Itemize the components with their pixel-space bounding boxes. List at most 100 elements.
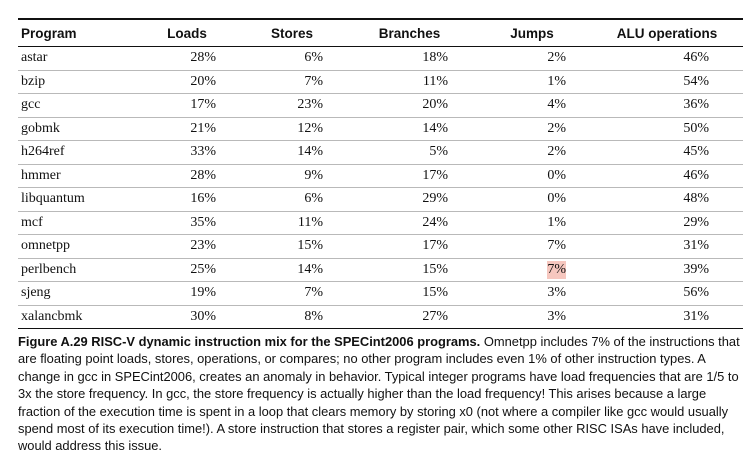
table-row: gobmk 21% 12% 14% 2% 50% <box>18 117 743 141</box>
cell-stores: 9% <box>238 164 346 188</box>
cell-value-branches: 24% <box>422 214 448 230</box>
column-header-jumps: Jumps <box>473 18 591 47</box>
cell-branches: 18% <box>346 46 473 71</box>
instruction-mix-table: Program Loads Stores Branches Jumps ALU … <box>18 18 743 329</box>
column-header-program: Program <box>18 18 136 47</box>
cell-stores: 8% <box>238 305 346 329</box>
cell-value-loads: 17% <box>190 97 216 113</box>
cell-stores: 7% <box>238 281 346 306</box>
cell-value-stores: 9% <box>304 167 323 183</box>
cell-value-jumps: 3% <box>547 308 566 324</box>
cell-value-jumps: 2% <box>547 120 566 136</box>
cell-value-alu-operations: 45% <box>683 144 709 160</box>
cell-stores: 14% <box>238 258 346 282</box>
cell-value-branches: 29% <box>422 191 448 207</box>
cell-value-branches: 27% <box>422 308 448 324</box>
cell-value-alu-operations: 31% <box>683 238 709 254</box>
cell-branches: 20% <box>346 93 473 118</box>
cell-value-jumps: 0% <box>547 167 566 183</box>
cell-alu-operations: 54% <box>591 70 743 94</box>
cell-program: hmmer <box>18 164 136 188</box>
table-row: hmmer 28% 9% 17% 0% 46% <box>18 164 743 188</box>
cell-value-stores: 14% <box>297 144 323 160</box>
cell-value-loads: 28% <box>190 50 216 66</box>
cell-loads: 23% <box>136 234 238 259</box>
cell-jumps: 7% <box>473 258 591 282</box>
cell-loads: 19% <box>136 281 238 306</box>
cell-value-jumps: 0% <box>547 191 566 207</box>
table-header-row: Program Loads Stores Branches Jumps ALU … <box>18 18 743 47</box>
cell-jumps: 3% <box>473 305 591 329</box>
cell-value-branches: 15% <box>422 261 448 277</box>
instruction-mix-table-container: Program Loads Stores Branches Jumps ALU … <box>18 18 743 329</box>
cell-value-branches: 11% <box>422 73 448 89</box>
cell-stores: 12% <box>238 117 346 141</box>
cell-value-stores: 12% <box>297 120 323 136</box>
cell-program: bzip <box>18 70 136 94</box>
cell-loads: 30% <box>136 305 238 329</box>
cell-stores: 14% <box>238 140 346 165</box>
cell-alu-operations: 56% <box>591 281 743 306</box>
cell-branches: 14% <box>346 117 473 141</box>
cell-value-alu-operations: 29% <box>683 214 709 230</box>
cell-program: libquantum <box>18 187 136 212</box>
cell-alu-operations: 36% <box>591 93 743 118</box>
cell-value-loads: 25% <box>190 261 216 277</box>
cell-value-jumps: 2% <box>547 144 566 160</box>
cell-program: omnetpp <box>18 234 136 259</box>
cell-loads: 20% <box>136 70 238 94</box>
cell-branches: 27% <box>346 305 473 329</box>
cell-value-stores: 8% <box>304 308 323 324</box>
cell-value-jumps: 1% <box>547 73 566 89</box>
cell-value-alu-operations: 48% <box>683 191 709 207</box>
figure-caption: Figure A.29 RISC-V dynamic instruction m… <box>18 333 743 455</box>
cell-alu-operations: 31% <box>591 305 743 329</box>
cell-value-alu-operations: 36% <box>683 97 709 113</box>
cell-value-stores: 23% <box>297 97 323 113</box>
highlighted-cell-value: 7% <box>547 260 566 279</box>
table-row: gcc 17% 23% 20% 4% 36% <box>18 93 743 118</box>
cell-loads: 17% <box>136 93 238 118</box>
cell-value-stores: 6% <box>304 191 323 207</box>
table-row: xalancbmk 30% 8% 27% 3% 31% <box>18 305 743 329</box>
cell-jumps: 2% <box>473 140 591 165</box>
cell-value-loads: 21% <box>190 120 216 136</box>
cell-branches: 29% <box>346 187 473 212</box>
table-row: perlbench 25% 14% 15% 7% 39% <box>18 258 743 282</box>
cell-jumps: 0% <box>473 164 591 188</box>
cell-stores: 23% <box>238 93 346 118</box>
cell-value-alu-operations: 46% <box>683 167 709 183</box>
cell-program: h264ref <box>18 140 136 165</box>
table-row: mcf 35% 11% 24% 1% 29% <box>18 211 743 235</box>
cell-branches: 11% <box>346 70 473 94</box>
table-body: astar 28% 6% 18% 2% 46% bzip 20% 7% 11% 1% 54% gcc 17… <box>18 46 743 329</box>
cell-value-stores: 14% <box>297 261 323 277</box>
cell-value-stores: 11% <box>297 214 323 230</box>
cell-value-loads: 20% <box>190 73 216 89</box>
cell-value-stores: 6% <box>304 50 323 66</box>
cell-value-branches: 15% <box>422 285 448 301</box>
table-row: bzip 20% 7% 11% 1% 54% <box>18 70 743 94</box>
cell-loads: 28% <box>136 46 238 71</box>
cell-value-branches: 20% <box>422 97 448 113</box>
cell-jumps: 2% <box>473 117 591 141</box>
cell-value-loads: 23% <box>190 238 216 254</box>
cell-jumps: 7% <box>473 234 591 259</box>
cell-program: perlbench <box>18 258 136 282</box>
figure-caption-body: Omnetpp includes 7% of the instructions … <box>18 334 740 454</box>
cell-value-alu-operations: 50% <box>683 120 709 136</box>
cell-value-loads: 16% <box>190 191 216 207</box>
cell-value-branches: 18% <box>422 50 448 66</box>
cell-branches: 15% <box>346 281 473 306</box>
cell-alu-operations: 39% <box>591 258 743 282</box>
cell-program: gcc <box>18 93 136 118</box>
cell-loads: 16% <box>136 187 238 212</box>
cell-value-loads: 28% <box>190 167 216 183</box>
cell-alu-operations: 46% <box>591 164 743 188</box>
cell-loads: 25% <box>136 258 238 282</box>
cell-value-branches: 17% <box>422 167 448 183</box>
cell-value-branches: 17% <box>422 238 448 254</box>
cell-branches: 24% <box>346 211 473 235</box>
cell-jumps: 0% <box>473 187 591 212</box>
cell-value-alu-operations: 31% <box>683 308 709 324</box>
